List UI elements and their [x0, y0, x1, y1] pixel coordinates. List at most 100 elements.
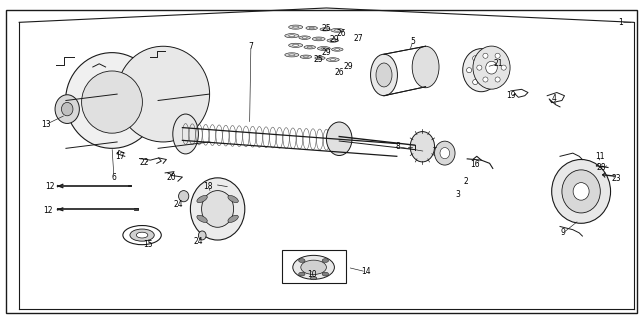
Ellipse shape — [136, 232, 148, 238]
Ellipse shape — [485, 56, 490, 61]
Text: 29: 29 — [344, 62, 354, 70]
Text: 25: 25 — [321, 24, 332, 33]
Text: 7: 7 — [248, 42, 253, 51]
Ellipse shape — [317, 47, 330, 50]
Text: 12: 12 — [44, 206, 52, 215]
Ellipse shape — [306, 26, 317, 30]
Text: 22: 22 — [140, 158, 148, 167]
Text: 3: 3 — [455, 190, 460, 199]
Text: 11: 11 — [596, 152, 605, 161]
Text: 20: 20 — [166, 173, 177, 182]
Ellipse shape — [289, 54, 295, 56]
Text: 9: 9 — [561, 228, 566, 237]
Ellipse shape — [301, 260, 326, 274]
Ellipse shape — [573, 182, 589, 200]
Ellipse shape — [473, 56, 478, 61]
Ellipse shape — [483, 77, 488, 82]
Ellipse shape — [299, 259, 305, 263]
Text: 21: 21 — [493, 59, 502, 68]
Ellipse shape — [335, 29, 340, 31]
Ellipse shape — [326, 122, 352, 156]
Ellipse shape — [285, 34, 299, 38]
Ellipse shape — [562, 170, 600, 213]
Ellipse shape — [326, 58, 339, 62]
Bar — [282, 250, 346, 283]
Ellipse shape — [310, 277, 317, 280]
Text: 26: 26 — [334, 68, 344, 77]
Text: 6: 6 — [111, 173, 116, 182]
Ellipse shape — [473, 46, 510, 89]
Ellipse shape — [463, 48, 500, 92]
Ellipse shape — [198, 231, 206, 240]
Ellipse shape — [65, 53, 159, 148]
Ellipse shape — [491, 68, 496, 73]
Ellipse shape — [316, 38, 322, 40]
Ellipse shape — [495, 53, 500, 58]
Ellipse shape — [317, 57, 323, 59]
Ellipse shape — [289, 43, 303, 48]
Ellipse shape — [320, 28, 330, 31]
Ellipse shape — [228, 215, 238, 222]
Ellipse shape — [435, 141, 455, 165]
Ellipse shape — [483, 53, 488, 58]
Ellipse shape — [327, 39, 339, 42]
Text: 10: 10 — [307, 270, 317, 279]
Ellipse shape — [323, 29, 328, 30]
Ellipse shape — [191, 178, 245, 240]
Ellipse shape — [371, 54, 397, 96]
Ellipse shape — [410, 131, 435, 162]
Ellipse shape — [485, 79, 490, 85]
Text: 8: 8 — [396, 142, 401, 151]
Ellipse shape — [82, 71, 143, 133]
Ellipse shape — [299, 272, 305, 276]
Ellipse shape — [197, 215, 207, 222]
Text: 17: 17 — [115, 152, 125, 161]
Text: 24: 24 — [173, 200, 183, 209]
Text: 14: 14 — [361, 267, 371, 276]
Text: 27: 27 — [353, 34, 364, 43]
Text: 28: 28 — [597, 163, 606, 172]
Ellipse shape — [285, 53, 299, 57]
Ellipse shape — [312, 37, 325, 41]
Ellipse shape — [440, 147, 449, 159]
Ellipse shape — [309, 27, 314, 29]
Text: 23: 23 — [611, 174, 621, 183]
Ellipse shape — [472, 79, 477, 85]
Ellipse shape — [495, 77, 500, 82]
Ellipse shape — [289, 25, 303, 29]
Ellipse shape — [303, 56, 308, 57]
Ellipse shape — [321, 48, 327, 49]
Text: 29: 29 — [321, 48, 332, 57]
Ellipse shape — [293, 255, 335, 279]
Text: 18: 18 — [204, 182, 212, 191]
Ellipse shape — [300, 55, 312, 59]
Ellipse shape — [477, 65, 482, 70]
Ellipse shape — [486, 61, 497, 74]
Ellipse shape — [307, 47, 312, 48]
Ellipse shape — [292, 44, 299, 46]
Ellipse shape — [202, 191, 234, 227]
Text: 25: 25 — [314, 55, 324, 63]
Ellipse shape — [330, 40, 335, 41]
Ellipse shape — [123, 226, 161, 245]
Ellipse shape — [315, 56, 325, 60]
Text: 16: 16 — [470, 160, 480, 169]
Ellipse shape — [197, 196, 207, 203]
Text: 26: 26 — [336, 29, 346, 38]
Ellipse shape — [322, 272, 328, 276]
Ellipse shape — [330, 59, 336, 61]
Ellipse shape — [332, 48, 343, 51]
Text: 13: 13 — [41, 120, 51, 129]
Ellipse shape — [299, 36, 310, 40]
Ellipse shape — [302, 37, 307, 38]
Text: 4: 4 — [551, 94, 556, 103]
Ellipse shape — [116, 46, 210, 142]
Ellipse shape — [61, 102, 73, 116]
Text: 12: 12 — [45, 182, 54, 191]
Ellipse shape — [467, 68, 472, 73]
Ellipse shape — [335, 49, 340, 50]
Ellipse shape — [331, 28, 344, 32]
Text: 1: 1 — [618, 18, 623, 27]
Text: 2: 2 — [463, 177, 468, 186]
Ellipse shape — [179, 190, 189, 202]
